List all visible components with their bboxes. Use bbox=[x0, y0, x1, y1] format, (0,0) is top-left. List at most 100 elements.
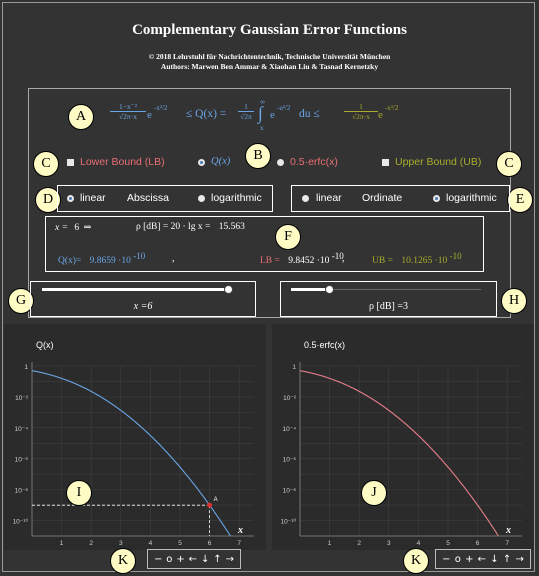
upper-bound-label[interactable]: Upper Bound (UB) bbox=[395, 156, 482, 168]
q-readout-mantissa: 9.8659 ·10 bbox=[89, 256, 131, 267]
x-tick-label: 3 bbox=[119, 540, 123, 547]
lower-bound-label[interactable]: Lower Bound (LB) bbox=[80, 156, 165, 168]
integral-sign: ∫ bbox=[258, 103, 263, 123]
y-tick-label: 10⁻⁶ bbox=[15, 457, 29, 464]
lb-fraction: 1−x⁻² √2π·x bbox=[110, 102, 146, 121]
formula: 1−x⁻² √2π·x e -x²/2 ≤ Q(x) = 1 √2π ∞ ∫ x… bbox=[110, 98, 430, 136]
comma-2: , bbox=[342, 253, 345, 264]
y-tick-label: 10⁻⁸ bbox=[283, 488, 297, 495]
badge-d: D bbox=[35, 187, 61, 213]
x-tick-label: 6 bbox=[476, 540, 480, 547]
q-radio[interactable] bbox=[198, 159, 205, 166]
ub-readout-exp: -10 bbox=[449, 251, 462, 261]
integrand-pow: -u²/2 bbox=[277, 104, 291, 112]
rho-slider-fill bbox=[291, 288, 329, 291]
pan-left-button[interactable]: ← bbox=[477, 553, 487, 565]
badge-b: B bbox=[245, 143, 271, 169]
plot-nav-right: − o + ← ↓ ↑ → bbox=[435, 549, 531, 569]
page-title: Complementary Gaussian Error Functions bbox=[132, 22, 407, 38]
x-tick-label: 4 bbox=[417, 540, 421, 547]
y-tick-label: 10⁻⁶ bbox=[283, 457, 297, 464]
rho-value: 15.563 bbox=[218, 222, 245, 232]
pan-up-button[interactable]: ↑ bbox=[213, 553, 222, 565]
lb-exp: e bbox=[147, 109, 152, 121]
ub-fraction: 1 √2π·x bbox=[344, 102, 378, 121]
pan-right-button[interactable]: → bbox=[225, 553, 234, 565]
zoom-in-button[interactable]: + bbox=[176, 553, 185, 565]
rho-slider-thumb[interactable] bbox=[325, 285, 334, 294]
ordinate-log-radio[interactable] bbox=[433, 195, 440, 202]
lb-denominator: √2π·x bbox=[119, 112, 137, 121]
plot-background bbox=[272, 324, 534, 550]
y-tick-label: 10⁻¹⁰ bbox=[281, 518, 297, 526]
du-le: du ≤ bbox=[299, 108, 320, 120]
reset-button[interactable]: o bbox=[454, 553, 461, 565]
series-line bbox=[31, 370, 231, 537]
pan-left-button[interactable]: ← bbox=[188, 553, 198, 565]
x-tick-label: 3 bbox=[387, 540, 391, 547]
zoom-out-button[interactable]: − bbox=[442, 553, 451, 565]
x-slider-box bbox=[30, 281, 256, 317]
abscissa-linear-label[interactable]: linear bbox=[80, 192, 106, 204]
readout-rho: ρ [dB] = 20 · lg x = 15.563 bbox=[136, 222, 245, 232]
app-frame bbox=[2, 2, 535, 572]
readout-ub: UB = 10.1265 ·10 -10 bbox=[372, 251, 462, 266]
x-tick-label: 5 bbox=[178, 540, 182, 547]
x-tick-label: 2 bbox=[89, 540, 93, 547]
marker-point[interactable] bbox=[207, 502, 213, 508]
mid-fraction: 1 √2π bbox=[238, 102, 254, 121]
q-label[interactable]: Q(x) bbox=[211, 156, 231, 167]
zoom-out-button[interactable]: − bbox=[153, 553, 163, 565]
x-slider-thumb[interactable] bbox=[224, 285, 234, 294]
x-tick-label: 2 bbox=[357, 540, 361, 547]
y-axis-label: 0.5·erfc(x) bbox=[304, 340, 345, 350]
ordinate-box bbox=[291, 185, 510, 212]
q-readout-exp: -10 bbox=[133, 251, 146, 261]
reset-button[interactable]: o bbox=[166, 553, 173, 565]
zoom-in-button[interactable]: + bbox=[465, 553, 474, 565]
abscissa-linear-radio[interactable] bbox=[67, 195, 74, 202]
pan-down-button[interactable]: ↓ bbox=[490, 553, 499, 565]
ordinate-linear-radio[interactable] bbox=[302, 195, 309, 202]
authors-line: Authors: Marwen Ben Ammar & Xiaohan Liu … bbox=[160, 62, 379, 71]
x-tick-label: 6 bbox=[208, 540, 212, 547]
rho-label: ρ [dB] = 20 · lg x = bbox=[136, 222, 211, 232]
readout-q: Q(x)= 9.8659 ·10 -10 bbox=[58, 251, 145, 266]
ordinate-linear-label[interactable]: linear bbox=[316, 192, 342, 204]
series-line bbox=[299, 370, 499, 537]
badge-g: G bbox=[8, 288, 34, 314]
badge-k-left: K bbox=[110, 548, 136, 574]
ordinate-log-label[interactable]: logarithmic bbox=[446, 192, 497, 204]
readout-lb: LB = 9.8452 ·10 -10 bbox=[260, 251, 344, 266]
badge-c-left: C bbox=[33, 151, 59, 177]
mid-numerator: 1 bbox=[238, 102, 254, 112]
x-axis-label: x bbox=[505, 525, 511, 536]
x-slider-fill bbox=[42, 288, 229, 291]
rho-slider[interactable] bbox=[291, 285, 481, 294]
erfc-label[interactable]: 0.5·erfc(x) bbox=[290, 156, 338, 168]
lb-pow: -x²/2 bbox=[154, 104, 168, 112]
upper-bound-checkbox[interactable] bbox=[382, 159, 389, 166]
erfc-plot[interactable]: 1 10⁻² 10⁻⁴ 10⁻⁶ 10⁻⁸ 10⁻¹⁰ 1 2 3 4 5 6 7 0.5·erfc(x)… bbox=[272, 324, 534, 550]
x-tick-label: 1 bbox=[328, 540, 332, 547]
q-definition: ≤ Q(x) = bbox=[186, 108, 227, 120]
pan-right-button[interactable]: → bbox=[515, 553, 524, 565]
badge-j: J bbox=[361, 480, 387, 506]
lower-bound-checkbox[interactable] bbox=[67, 159, 74, 166]
abscissa-log-label[interactable]: logarithmic bbox=[211, 192, 262, 204]
readout-x: x = 6 ⇒ bbox=[55, 222, 91, 233]
x-slider[interactable] bbox=[42, 285, 234, 294]
y-tick-label: 10⁻¹⁰ bbox=[13, 518, 29, 526]
q-plot[interactable]: 1 10⁻² 10⁻⁴ 10⁻⁶ 10⁻⁸ 10⁻¹⁰ 1 2 3 4 5 6 7 Q(x) x A bbox=[4, 324, 266, 550]
implies-arrow: ⇒ bbox=[83, 223, 92, 233]
ub-readout-mantissa: 10.1265 ·10 bbox=[401, 256, 448, 267]
abscissa-box bbox=[57, 185, 273, 212]
erfc-radio[interactable] bbox=[277, 159, 284, 166]
plot-background bbox=[4, 324, 266, 550]
pan-down-button[interactable]: ↓ bbox=[200, 553, 210, 565]
abscissa-log-radio[interactable] bbox=[198, 195, 205, 202]
y-tick-label: 10⁻⁴ bbox=[15, 426, 29, 433]
x-axis-label: x bbox=[237, 525, 243, 536]
y-tick-label: 1 bbox=[292, 364, 296, 371]
pan-up-button[interactable]: ↑ bbox=[502, 553, 512, 565]
